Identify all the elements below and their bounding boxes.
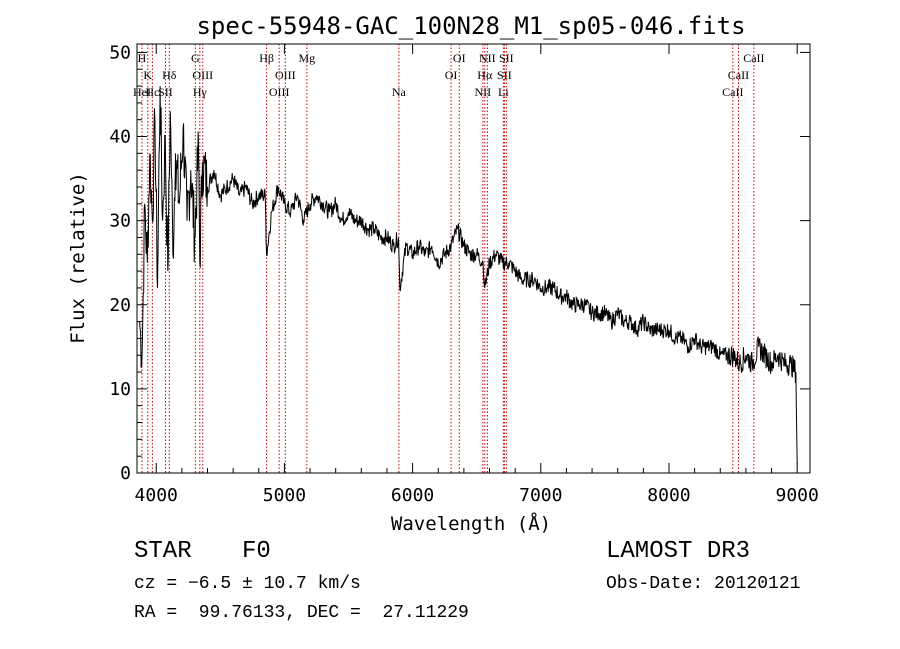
plot-frame xyxy=(136,43,811,474)
line-label: Hγ xyxy=(193,85,208,99)
y-tick-label: 0 xyxy=(120,463,131,484)
y-tick-label: 40 xyxy=(109,127,131,148)
line-label: Hδ xyxy=(162,68,177,82)
line-label: H xyxy=(138,51,147,65)
observation-date: Obs-Date: 20120121 xyxy=(606,574,801,594)
y-axis-label: Flux (relative) xyxy=(67,172,89,344)
object-subclass: F0 xyxy=(242,538,271,565)
redshift-cz: cz = −6.5 ± 10.7 km/s xyxy=(134,574,361,594)
line-label: NII xyxy=(475,85,492,99)
chart-title: spec-55948-GAC_100N28_M1_sp05-046.fits xyxy=(196,12,745,40)
y-tick-label: 30 xyxy=(109,211,131,232)
line-label: CaII xyxy=(743,51,764,65)
x-tick-label: 8000 xyxy=(647,485,690,506)
line-label: OI xyxy=(453,51,466,65)
line-label: OI xyxy=(445,68,458,82)
spectral-line-markers xyxy=(141,44,755,473)
line-label: NII xyxy=(479,51,496,65)
line-label: Hβ xyxy=(259,51,274,65)
coordinates: RA = 99.76133, DEC = 27.11229 xyxy=(134,603,469,623)
line-label: SII xyxy=(158,85,173,99)
line-label: Hα xyxy=(477,68,493,82)
y-axis-ticks: 0 10 20 30 40 50 xyxy=(109,42,810,484)
y-tick-label: 10 xyxy=(109,379,131,400)
y-tick-label: 20 xyxy=(109,295,131,316)
line-label: G xyxy=(191,51,200,65)
object-class: STAR xyxy=(134,538,192,565)
line-label: Hc xyxy=(145,85,159,99)
line-label: Na xyxy=(392,85,407,99)
line-label: CaII xyxy=(728,68,749,82)
line-label: OIII xyxy=(192,68,213,82)
line-label: K xyxy=(143,68,152,82)
x-tick-label: 9000 xyxy=(776,485,819,506)
x-axis-ticks: 4000 5000 6000 7000 8000 9000 xyxy=(135,44,819,506)
line-label: HeI xyxy=(133,85,151,99)
survey-name: LAMOST DR3 xyxy=(606,538,751,565)
line-label: CaII xyxy=(722,85,743,99)
spectrum-line xyxy=(139,86,798,465)
line-label: Li xyxy=(498,85,509,99)
x-axis-label: Wavelength (Å) xyxy=(391,512,551,535)
y-tick-label: 50 xyxy=(109,42,131,63)
line-label: SII xyxy=(499,51,514,65)
x-tick-label: 6000 xyxy=(391,485,434,506)
x-tick-label: 4000 xyxy=(135,485,178,506)
line-label: SII xyxy=(497,68,512,82)
x-tick-label: 7000 xyxy=(519,485,562,506)
line-label: OIII xyxy=(269,85,290,99)
line-label: OIII xyxy=(275,68,296,82)
x-tick-label: 5000 xyxy=(263,485,306,506)
line-label: Mg xyxy=(299,51,316,65)
spectral-line-labels: HKHcHeIHδSIIGHγOIIIHβOIIIOIIIMgNaOIOINII… xyxy=(133,51,765,99)
